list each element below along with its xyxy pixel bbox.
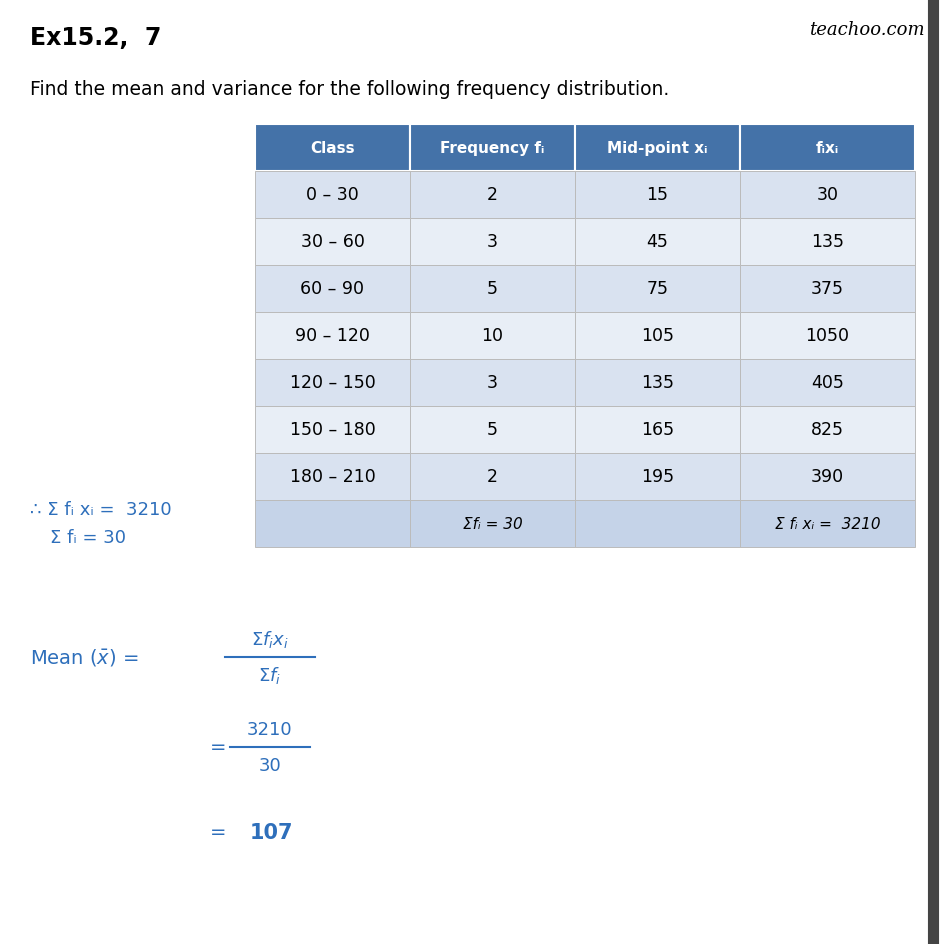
- Bar: [410, 360, 574, 407]
- Bar: [410, 265, 574, 312]
- Bar: [739, 219, 914, 265]
- Bar: [574, 219, 739, 265]
- Text: 10: 10: [481, 328, 503, 346]
- Text: Σ fᵢ xᵢ =  3210: Σ fᵢ xᵢ = 3210: [774, 516, 880, 531]
- Text: fᵢxᵢ: fᵢxᵢ: [815, 141, 838, 156]
- Text: ∴ Σ fᵢ xᵢ =  3210: ∴ Σ fᵢ xᵢ = 3210: [30, 501, 172, 519]
- Bar: [739, 453, 914, 500]
- Text: 30: 30: [816, 186, 837, 204]
- Text: 135: 135: [810, 233, 843, 251]
- Text: 107: 107: [250, 822, 294, 842]
- Bar: [255, 360, 410, 407]
- Text: =: =: [210, 737, 227, 757]
- Bar: [739, 407, 914, 453]
- Text: Mid-point xᵢ: Mid-point xᵢ: [607, 141, 707, 156]
- Bar: [255, 453, 410, 500]
- Bar: [410, 172, 574, 219]
- Bar: [739, 500, 914, 548]
- Text: 165: 165: [640, 421, 673, 439]
- Text: 30 – 60: 30 – 60: [300, 233, 364, 251]
- Bar: [410, 407, 574, 453]
- Text: teachoo.com: teachoo.com: [808, 21, 924, 39]
- Bar: [255, 312, 410, 360]
- Text: 1050: 1050: [804, 328, 849, 346]
- Text: 60 – 90: 60 – 90: [300, 280, 364, 298]
- Text: 405: 405: [810, 374, 843, 392]
- Bar: [739, 125, 914, 172]
- Text: 390: 390: [810, 468, 843, 486]
- Text: Σfᵢ = 30: Σfᵢ = 30: [463, 516, 522, 531]
- Text: 120 – 150: 120 – 150: [289, 374, 375, 392]
- Bar: [255, 407, 410, 453]
- Bar: [410, 125, 574, 172]
- Bar: [739, 265, 914, 312]
- Bar: [255, 125, 410, 172]
- Text: $\Sigma f_i x_i$: $\Sigma f_i x_i$: [251, 629, 289, 649]
- Text: 195: 195: [640, 468, 673, 486]
- Text: 150 – 180: 150 – 180: [289, 421, 375, 439]
- Text: =: =: [210, 822, 232, 842]
- Text: 30: 30: [259, 756, 281, 774]
- Text: Σ fᵢ = 30: Σ fᵢ = 30: [50, 529, 126, 547]
- Bar: [574, 172, 739, 219]
- Text: Frequency fᵢ: Frequency fᵢ: [440, 141, 544, 156]
- Bar: [410, 219, 574, 265]
- Bar: [255, 265, 410, 312]
- Text: 5: 5: [486, 280, 497, 298]
- Text: $\Sigma f_i$: $\Sigma f_i$: [258, 665, 281, 685]
- Text: 180 – 210: 180 – 210: [289, 468, 375, 486]
- Bar: [574, 125, 739, 172]
- Bar: [574, 453, 739, 500]
- Bar: [739, 360, 914, 407]
- Bar: [410, 500, 574, 548]
- Text: 105: 105: [640, 328, 673, 346]
- Text: 15: 15: [646, 186, 667, 204]
- Bar: [255, 500, 410, 548]
- Bar: [574, 500, 739, 548]
- Bar: [255, 172, 410, 219]
- Bar: [574, 265, 739, 312]
- Text: 90 – 120: 90 – 120: [295, 328, 369, 346]
- Text: 75: 75: [646, 280, 667, 298]
- Text: Ex15.2,  7: Ex15.2, 7: [30, 26, 161, 50]
- Text: 3: 3: [486, 374, 497, 392]
- Bar: [410, 453, 574, 500]
- Bar: [410, 312, 574, 360]
- Bar: [574, 360, 739, 407]
- Text: 135: 135: [640, 374, 673, 392]
- Text: 45: 45: [646, 233, 667, 251]
- Bar: [255, 219, 410, 265]
- Text: 0 – 30: 0 – 30: [306, 186, 359, 204]
- Bar: [739, 172, 914, 219]
- Text: Mean ($\bar{x}$) =: Mean ($\bar{x}$) =: [30, 647, 141, 667]
- Text: 375: 375: [810, 280, 843, 298]
- Bar: [739, 312, 914, 360]
- Text: 2: 2: [486, 468, 497, 486]
- Text: 3: 3: [486, 233, 497, 251]
- Bar: [574, 312, 739, 360]
- Text: 5: 5: [486, 421, 497, 439]
- Text: 825: 825: [810, 421, 843, 439]
- Text: Class: Class: [310, 141, 354, 156]
- Text: 2: 2: [486, 186, 497, 204]
- Bar: [574, 407, 739, 453]
- Text: Find the mean and variance for the following frequency distribution.: Find the mean and variance for the follo…: [30, 80, 668, 99]
- Text: 3210: 3210: [247, 720, 293, 738]
